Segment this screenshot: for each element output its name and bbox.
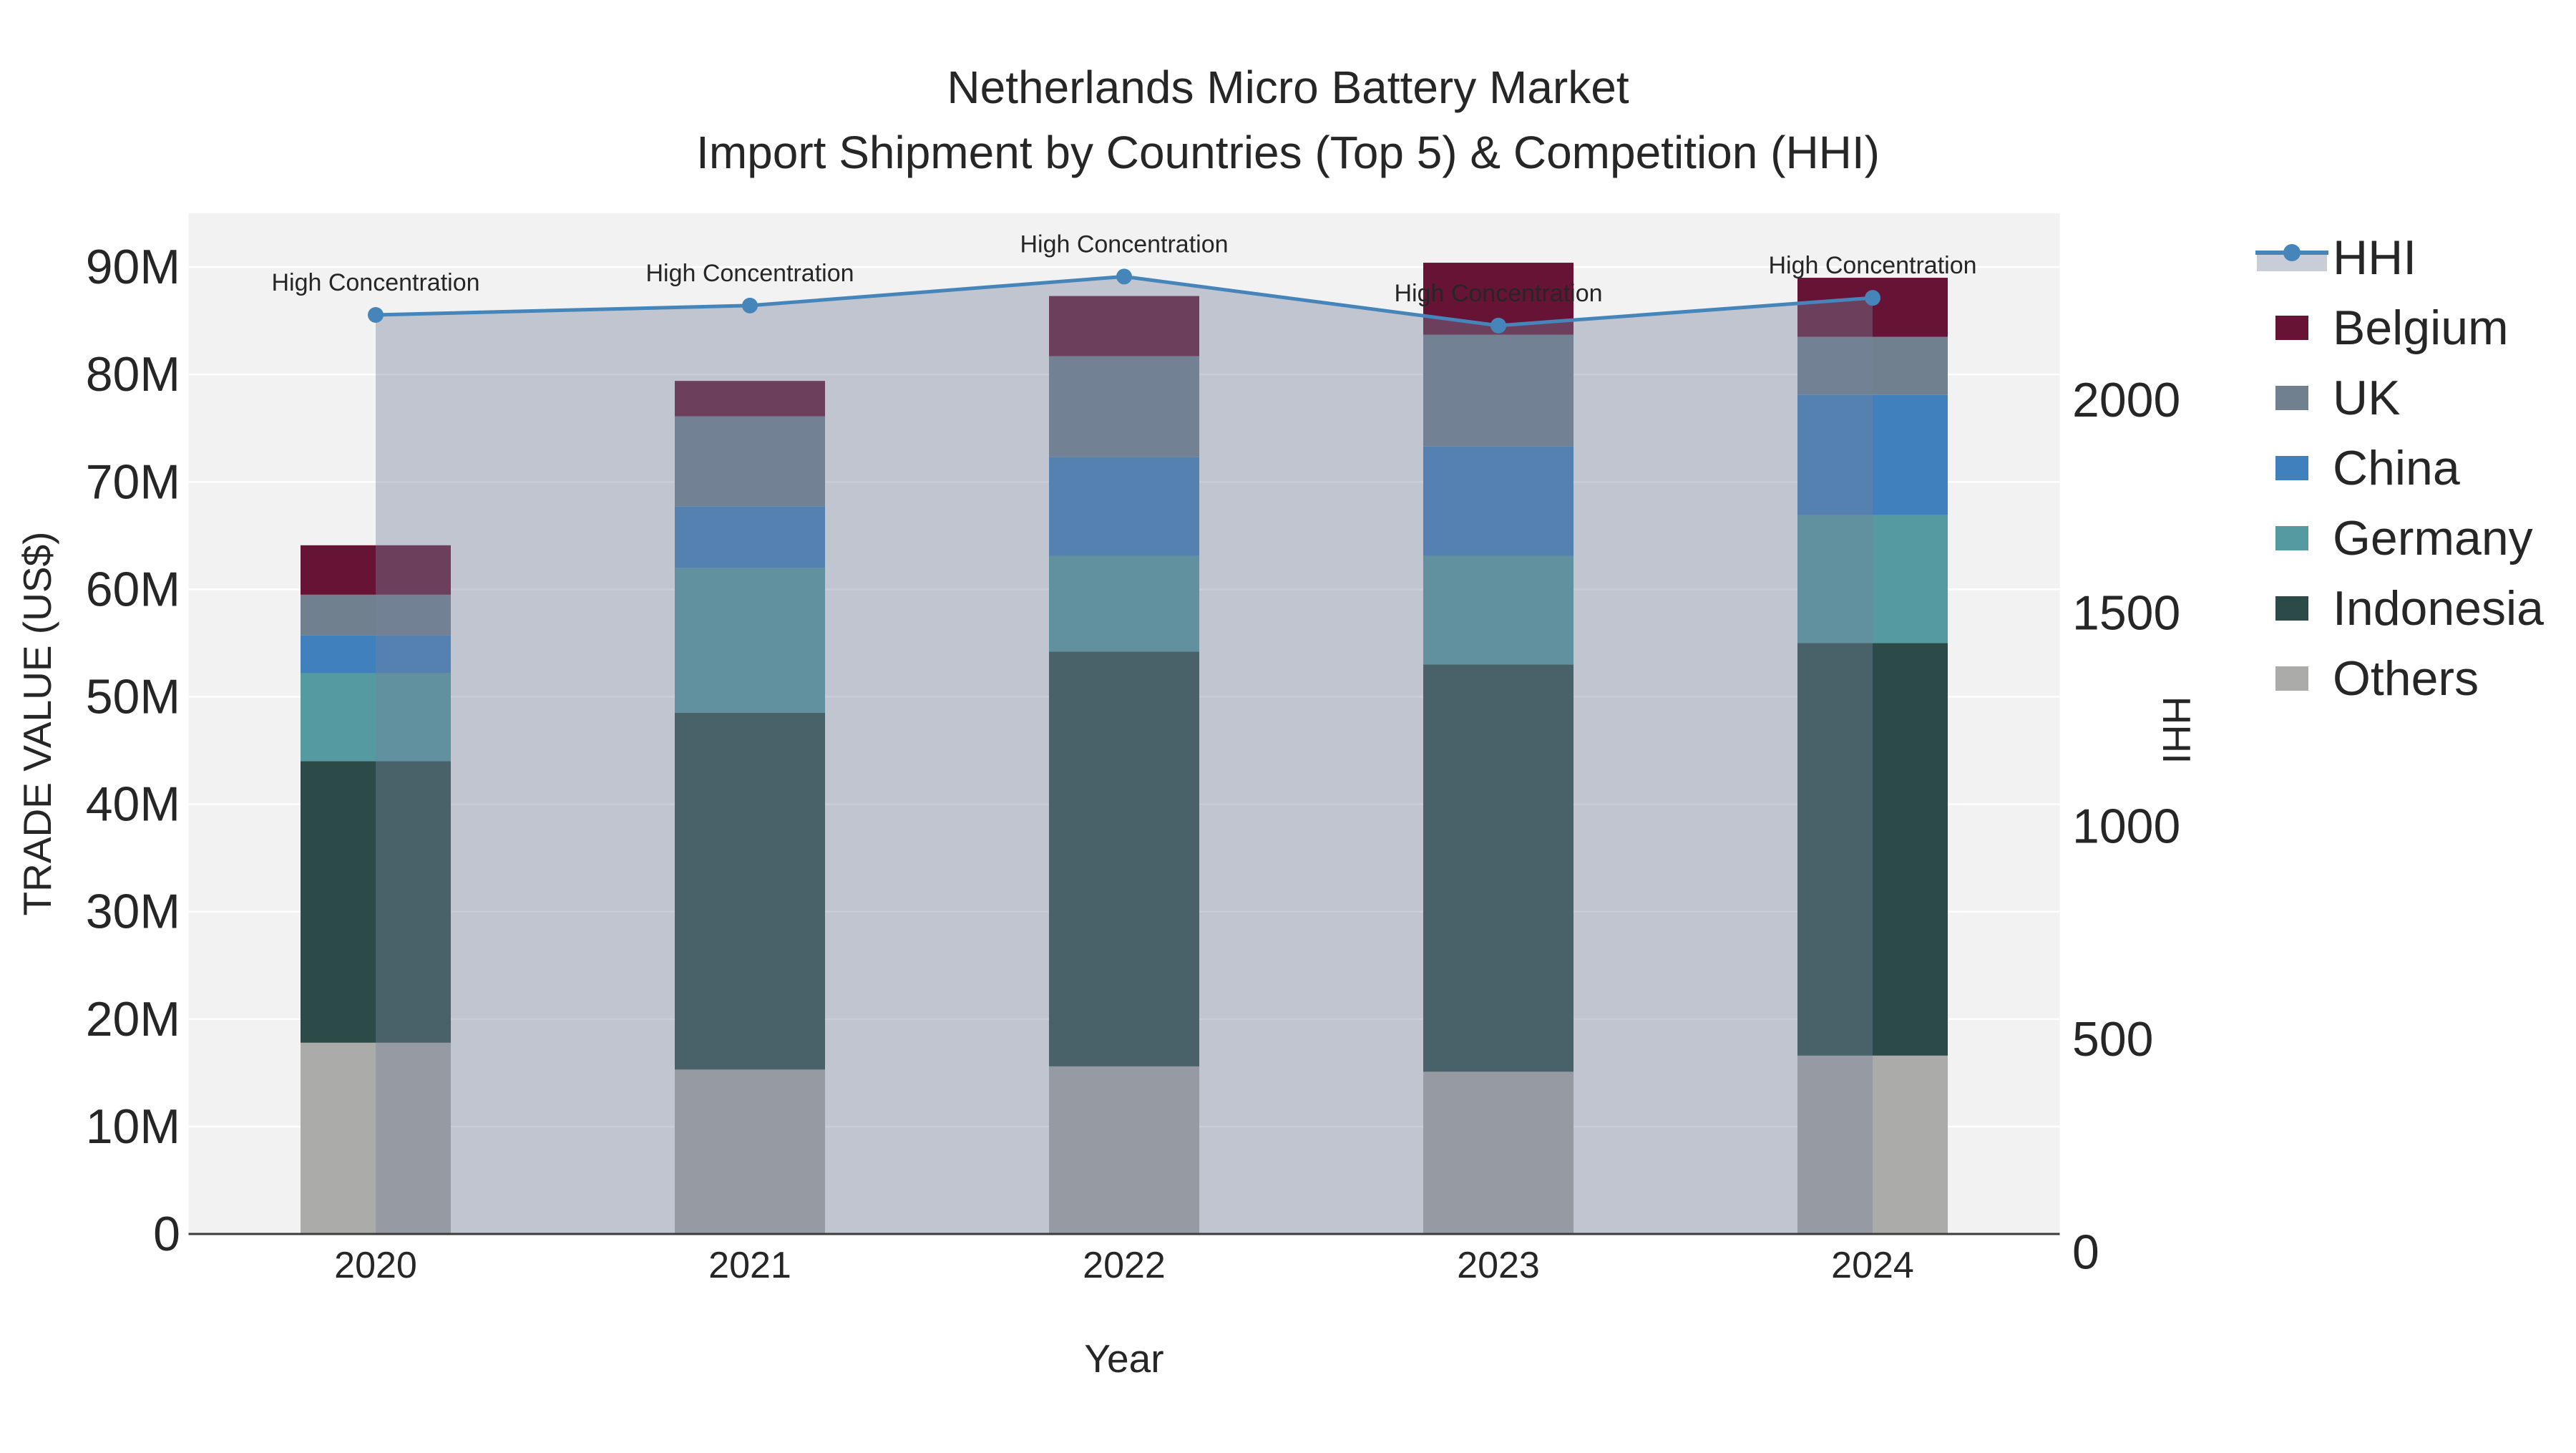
y-right-tick-labels: 0 500 1000 1500 2000: [2072, 373, 2180, 1279]
bar-segment-germany-2022[interactable]: [1049, 555, 1199, 652]
bar-segment-china-2023[interactable]: [1423, 446, 1574, 556]
y-right-tick: 500: [2072, 1012, 2153, 1066]
hhi-area-fill: [376, 276, 1873, 1234]
bar-segment-germany-2024[interactable]: [1797, 515, 1948, 643]
x-tick-labels: 2020 2021 2022 2023 2024: [334, 1245, 1914, 1286]
bar-segment-china-2020[interactable]: [301, 635, 451, 674]
legend-item-hhi[interactable]: HHI: [2255, 230, 2416, 285]
hhi-marker-2020[interactable]: [368, 306, 384, 323]
x-tick-2023: 2023: [1457, 1245, 1540, 1286]
legend-label: UK: [2333, 371, 2400, 425]
legend-color-swatch: [2275, 526, 2308, 550]
bar-segment-uk-2021[interactable]: [675, 416, 825, 507]
x-tick-2020: 2020: [334, 1245, 417, 1286]
bar-segment-belgium-2021[interactable]: [675, 381, 825, 417]
y-left-tick: 0: [153, 1207, 180, 1261]
bar-segment-uk-2020[interactable]: [301, 594, 451, 636]
legend-color-swatch: [2275, 456, 2308, 480]
x-tick-2021: 2021: [708, 1245, 791, 1286]
y-right-tick: 1500: [2072, 586, 2180, 641]
legend-label: Belgium: [2333, 301, 2509, 355]
legend-item-germany[interactable]: Germany: [2275, 511, 2533, 565]
bar-segment-belgium-2020[interactable]: [301, 545, 451, 595]
y-left-tick: 10M: [86, 1099, 180, 1154]
y-left-tick: 80M: [86, 347, 180, 402]
bar-segment-others-2023[interactable]: [1423, 1071, 1574, 1234]
legend-item-indonesia[interactable]: Indonesia: [2275, 581, 2544, 636]
bar-segment-indonesia-2024[interactable]: [1797, 643, 1948, 1056]
y-left-tick: 70M: [86, 455, 180, 509]
legend-item-belgium[interactable]: Belgium: [2275, 301, 2509, 355]
y-right-tick: 1000: [2072, 799, 2180, 853]
hhi-line-series: [368, 268, 1880, 334]
y-right-tick: 0: [2072, 1225, 2099, 1280]
hhi-marker-2024[interactable]: [1865, 290, 1880, 306]
x-tick-2024: 2024: [1831, 1245, 1914, 1286]
hhi-marker-2022[interactable]: [1116, 268, 1132, 285]
legend-label: Others: [2333, 651, 2479, 706]
bar-segment-belgium-2022[interactable]: [1049, 296, 1199, 356]
bar-segment-germany-2021[interactable]: [675, 568, 825, 713]
legend-color-swatch: [2275, 596, 2308, 621]
annotation-high-concentration-2021: High Concentration: [645, 260, 854, 287]
legend-hhi-marker-swatch: [2283, 244, 2301, 261]
y-left-tick: 40M: [86, 777, 180, 832]
bar-segment-germany-2020[interactable]: [301, 673, 451, 762]
legend-label: Indonesia: [2333, 581, 2544, 636]
annotation-high-concentration-2024: High Concentration: [1768, 252, 1976, 279]
x-axis-title: Year: [1084, 1336, 1163, 1381]
legend-label: HHI: [2333, 230, 2416, 285]
y-left-tick: 20M: [86, 992, 180, 1046]
y-left-tick-labels: 0 10M 20M 30M 40M 50M 60M 70M 80M 90M: [86, 240, 180, 1261]
bar-segment-others-2021[interactable]: [675, 1069, 825, 1234]
bar-segment-belgium-2024[interactable]: [1797, 278, 1948, 337]
x-tick-2022: 2022: [1083, 1245, 1166, 1286]
hhi-area-polygon: [376, 276, 1873, 1234]
bar-segment-china-2024[interactable]: [1797, 394, 1948, 515]
legend: HHI Belgium UK China Germany Indonesia Others: [2255, 230, 2544, 706]
bar-segment-indonesia-2022[interactable]: [1049, 651, 1199, 1066]
annotation-high-concentration-2022: High Concentration: [1020, 230, 1228, 258]
bar-segment-germany-2023[interactable]: [1423, 555, 1574, 665]
bar-segment-uk-2022[interactable]: [1049, 356, 1199, 457]
legend-item-uk[interactable]: UK: [2275, 371, 2400, 425]
chart-title-line1: Netherlands Micro Battery Market: [947, 62, 1629, 113]
hhi-annotations: High Concentration High Concentration High…: [271, 230, 1976, 306]
hhi-marker-2023[interactable]: [1491, 317, 1506, 334]
y-left-tick: 60M: [86, 562, 180, 616]
y-right-axis-title: HHI: [2155, 696, 2199, 764]
legend-color-swatch: [2275, 666, 2308, 691]
annotation-high-concentration-2020: High Concentration: [271, 269, 479, 296]
y-right-tick: 2000: [2072, 373, 2180, 427]
stacked-bars: [301, 263, 1948, 1234]
legend-item-others[interactable]: Others: [2275, 651, 2479, 706]
bar-segment-others-2024[interactable]: [1797, 1055, 1948, 1234]
bar-segment-others-2022[interactable]: [1049, 1066, 1199, 1234]
y-left-tick: 90M: [86, 240, 180, 294]
bar-segment-uk-2024[interactable]: [1797, 336, 1948, 395]
legend-item-china[interactable]: China: [2275, 441, 2460, 495]
chart-title-line2: Import Shipment by Countries (Top 5) & C…: [696, 127, 1880, 178]
bar-segment-indonesia-2020[interactable]: [301, 761, 451, 1043]
bar-segment-indonesia-2023[interactable]: [1423, 664, 1574, 1072]
bar-segment-indonesia-2021[interactable]: [675, 712, 825, 1070]
bar-segment-uk-2023[interactable]: [1423, 334, 1574, 447]
legend-label: Germany: [2333, 511, 2533, 565]
legend-label: China: [2333, 441, 2460, 495]
annotation-high-concentration-2023: High Concentration: [1394, 280, 1602, 307]
legend-color-swatch: [2275, 316, 2308, 340]
hhi-marker-2021[interactable]: [742, 297, 758, 314]
y-left-tick: 30M: [86, 885, 180, 939]
legend-color-swatch: [2275, 386, 2308, 410]
y-left-tick: 50M: [86, 669, 180, 724]
bar-segment-china-2022[interactable]: [1049, 457, 1199, 556]
bar-segment-china-2021[interactable]: [675, 506, 825, 568]
bar-segment-others-2020[interactable]: [301, 1042, 451, 1234]
y-left-axis-title: TRADE VALUE (US$): [15, 532, 59, 916]
